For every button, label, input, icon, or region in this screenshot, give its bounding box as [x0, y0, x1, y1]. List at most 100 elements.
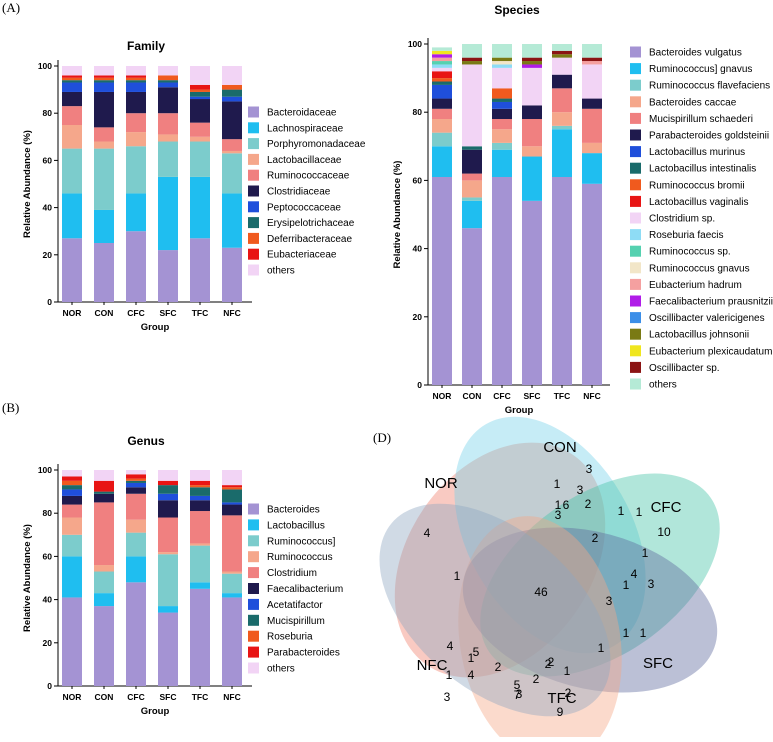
genus-bar-segment	[222, 489, 242, 503]
species-legend-swatch	[630, 162, 641, 174]
venn-region-count: 2	[545, 657, 552, 671]
genus-legend-label: Clostridium	[267, 568, 317, 579]
family-bar-segment	[62, 238, 82, 302]
family-bar-segment	[62, 75, 82, 78]
family-y-tick-label: 60	[43, 155, 53, 165]
venn-region-count: 4	[424, 526, 431, 540]
species-bar-segment	[492, 142, 512, 150]
species-bar-segment	[492, 67, 512, 89]
family-legend-swatch	[248, 232, 259, 244]
species-bar-segment	[552, 57, 572, 75]
genus-legend-swatch	[248, 567, 259, 579]
species-bar-segment	[492, 98, 512, 102]
genus-legend-label: Acetatifactor	[267, 600, 323, 611]
species-legend-swatch	[630, 63, 641, 75]
genus-bar-segment	[62, 476, 82, 481]
genus-legend-swatch	[248, 535, 259, 547]
venn-region-count: 3	[648, 577, 655, 591]
species-bar-segment	[522, 61, 542, 65]
panel-label-d: (D)	[373, 430, 391, 445]
species-x-tick-label: CON	[463, 391, 482, 401]
genus-bar-segment	[62, 489, 82, 496]
genus-legend-label: Ruminococcus]	[267, 536, 336, 547]
species-legend-label: Ruminococcus sp.	[649, 247, 731, 258]
family-bar-segment	[94, 127, 114, 142]
species-y-tick-label: 80	[413, 107, 423, 117]
species-legend-swatch	[630, 79, 641, 91]
family-bar-segment	[62, 193, 82, 239]
species-bar-segment	[432, 132, 452, 147]
venn-label-nfc: NFC	[417, 657, 448, 674]
species-legend-label: Faecalibacterium prausnitzii	[649, 297, 773, 308]
venn-label-tfc: TFC	[547, 690, 576, 707]
family-legend-swatch	[248, 138, 259, 150]
species-legend-swatch	[630, 328, 641, 340]
species-bar-segment	[552, 74, 572, 89]
genus-bar-segment	[62, 485, 82, 490]
species-legend-label: Ruminococcus gnavus	[649, 263, 750, 274]
family-bar-segment	[190, 84, 210, 90]
genus-y-tick-label: 40	[43, 595, 53, 605]
family-legend-label: Erysipelotrichaceae	[267, 218, 355, 229]
species-bar-segment	[462, 228, 482, 385]
family-bar-segment	[62, 66, 82, 76]
family-y-tick-label: 20	[43, 250, 53, 260]
species-bar-segment	[432, 71, 452, 79]
species-bar-segment	[432, 78, 452, 82]
species-bar-segment	[462, 197, 482, 201]
family-y-tick-label: 100	[38, 61, 52, 71]
species-bar-segment	[522, 57, 542, 62]
species-legend-swatch	[630, 179, 641, 191]
family-bar-segment	[190, 99, 210, 123]
genus-bar-segment	[190, 582, 210, 589]
species-legend-swatch	[630, 146, 641, 158]
family-bar-segment	[158, 176, 178, 251]
genus-y-tick-label: 20	[43, 638, 53, 648]
venn-region-count: 9	[557, 705, 564, 719]
venn-label-sfc: SFC	[643, 655, 673, 672]
genus-bar-segment	[222, 571, 242, 574]
species-y-tick-label: 20	[413, 312, 423, 322]
family-bar-segment	[94, 141, 114, 149]
species-bar-segment	[582, 153, 602, 184]
species-bar-segment	[432, 61, 452, 65]
family-y-tick-label: 40	[43, 203, 53, 213]
family-legend-swatch	[248, 153, 259, 165]
species-legend-label: Lactobacillus intestinalis	[649, 164, 756, 175]
species-bar-segment	[552, 54, 572, 58]
genus-bar-segment	[62, 480, 82, 486]
venn-region-count: 1	[636, 505, 643, 519]
species-bar-segment	[432, 119, 452, 133]
species-y-tick-label: 100	[408, 39, 422, 49]
species-bar-segment	[462, 57, 482, 62]
family-bar-segment	[222, 101, 242, 140]
family-legend-swatch	[248, 264, 259, 276]
genus-bar-segment	[158, 500, 178, 518]
species-bar-segment	[522, 67, 542, 106]
family-title: Family	[127, 39, 165, 53]
family-bar-segment	[126, 77, 146, 81]
species-legend-label: Lactobacillus murinus	[649, 147, 745, 158]
family-bar-segment	[158, 113, 178, 135]
family-bar-segment	[94, 77, 114, 81]
family-bar-segment	[190, 136, 210, 142]
family-bar-segment	[62, 106, 82, 125]
family-bar-segment	[222, 139, 242, 151]
genus-bar-segment	[126, 487, 146, 494]
genus-bar-segment	[190, 543, 210, 546]
family-bar-segment	[158, 87, 178, 114]
genus-bar-segment	[190, 511, 210, 544]
venn-region-count: 4	[468, 668, 475, 682]
genus-legend-swatch	[248, 662, 259, 674]
venn-region-count: 3	[577, 483, 584, 497]
venn-set-con	[454, 416, 646, 654]
species-legend-label: Eubacterium plexicaudatum	[649, 346, 772, 357]
family-legend-label: Clostridiaceae	[267, 187, 331, 198]
family-bar-segment	[126, 80, 146, 83]
species-legend-swatch	[630, 112, 641, 124]
genus-x-tick-label: CON	[95, 692, 114, 702]
genus-bar-segment	[62, 534, 82, 557]
species-bar-segment	[432, 57, 452, 62]
species-y-tick-label: 40	[413, 244, 423, 254]
genus-x-label: Group	[141, 706, 170, 717]
